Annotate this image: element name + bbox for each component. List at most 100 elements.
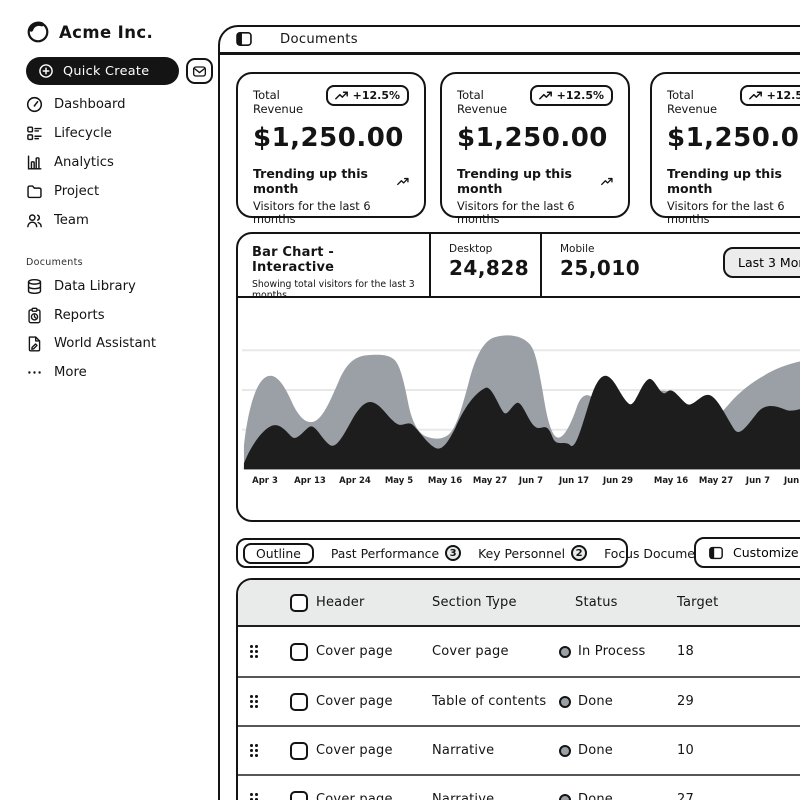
cell-target: 29 (677, 694, 694, 709)
table-row[interactable]: Cover page Cover page In Process 18 (238, 627, 800, 676)
quick-create-button[interactable]: Quick Create (26, 57, 179, 85)
x-axis-tick: Jun 7 (745, 476, 771, 486)
sidebar-item-data-library[interactable]: Data Library (26, 272, 156, 301)
cell-section-type: Cover page (432, 644, 509, 659)
bar-chart-icon (26, 154, 43, 171)
x-axis-tick: May 27 (472, 476, 508, 486)
select-all-checkbox[interactable] (290, 593, 308, 612)
panel-left-toggle-icon[interactable] (235, 30, 253, 48)
stat-card-trend: Trending up this month (667, 166, 782, 196)
column-header: Section Type (432, 595, 517, 610)
table-row[interactable]: Cover page Table of contents Done 29 (238, 676, 800, 725)
users-icon (26, 212, 43, 229)
sidebar-item-label: World Assistant (54, 336, 157, 352)
chart-header: Bar Chart - Interactive Showing total vi… (238, 234, 800, 301)
x-axis-tick: May 5 (384, 476, 414, 486)
sidebar-item-analytics[interactable]: Analytics (26, 148, 126, 177)
topbar: Documents (220, 27, 800, 55)
stat-card: Total Revenue +12.5% $1,250.00 Trending … (236, 72, 426, 226)
sidebar-item-dashboard[interactable]: Dashboard (26, 90, 126, 119)
clipboard-icon (26, 307, 43, 324)
sidebar-item-team[interactable]: Team (26, 206, 126, 235)
status-dot-icon (559, 793, 571, 800)
drag-handle-icon[interactable] (250, 792, 282, 800)
sidebar-item-reports[interactable]: Reports (26, 301, 156, 330)
trending-up-icon (601, 177, 613, 185)
brand-name: Acme Inc. (59, 22, 154, 42)
folder-icon (26, 183, 43, 200)
status-dot-icon (559, 744, 571, 757)
drag-handle-icon[interactable] (250, 644, 282, 658)
tab-outline[interactable]: Outline (243, 542, 314, 564)
row-checkbox[interactable] (290, 741, 308, 760)
quick-create-label: Quick Create (63, 63, 150, 79)
sidebar-item-lifecycle[interactable]: Lifecycle (26, 119, 126, 148)
status-dot-icon (559, 695, 571, 708)
cell-target: 18 (677, 644, 694, 659)
x-axis-tick: May 16 (427, 476, 463, 486)
column-header: Status (575, 595, 618, 610)
sidebar-item-world-assistant[interactable]: World Assistant (26, 329, 156, 358)
count-badge: 3 (445, 545, 462, 561)
sidebar-item-label: Data Library (54, 278, 136, 294)
tab-key-personnel[interactable]: Key Personnel 2 (478, 545, 588, 561)
stat-card-caption: Visitors for the last 6 months (667, 200, 785, 226)
stat-card-caption: Visitors for the last 6 months (457, 200, 575, 226)
stat-card-trend: Trending up this month (457, 166, 572, 196)
cell-header: Cover page (316, 694, 393, 709)
cell-target: 27 (677, 792, 694, 800)
brand: Acme Inc. (26, 20, 153, 44)
mail-icon (192, 64, 207, 79)
customize-columns-button[interactable]: Customize Columns (694, 537, 800, 568)
page-title: Documents (280, 31, 358, 47)
chart-card: Bar Chart - Interactive Showing total vi… (236, 232, 800, 522)
ellipsis-icon (26, 364, 43, 381)
x-axis-tick: Jun 29 (602, 476, 634, 486)
count-badge: 2 (571, 545, 588, 561)
x-axis-tick: Apr 13 (294, 476, 326, 486)
drag-handle-icon[interactable] (250, 694, 282, 708)
x-axis-tick: Jun 17 (783, 476, 800, 486)
sidebar-item-more[interactable]: More (26, 358, 156, 387)
table-header-row: Header Section Type Status Target (238, 580, 800, 627)
sidebar-item-label: Dashboard (54, 97, 126, 112)
sidebar-section-label: Documents (26, 257, 83, 268)
tab-past-performance[interactable]: Past Performance 3 (331, 545, 462, 561)
stat-card-value: $1,250.00 (253, 123, 404, 153)
tab-focus-documents[interactable]: Focus Documents (604, 545, 715, 561)
sidebar-item-project[interactable]: Project (26, 177, 126, 206)
row-checkbox[interactable] (290, 642, 308, 661)
cell-section-type: Table of contents (432, 694, 547, 709)
area-chart: Apr 3 Apr 13 Apr 24 May 5 May 16 May 27 … (238, 298, 800, 518)
stat-card-label: Total Revenue (667, 88, 718, 116)
sections-table: Header Section Type Status Target Cover … (236, 578, 800, 800)
table-row[interactable]: Cover page Narrative Done 10 (238, 725, 800, 774)
row-checkbox[interactable] (290, 790, 308, 800)
table-row[interactable]: Cover page Narrative Done 27 (238, 774, 800, 800)
stat-card: Total Revenue +12.5% $1,250.00 Trending … (440, 72, 630, 226)
cell-status: Done (559, 694, 677, 709)
cell-header: Cover page (316, 644, 393, 659)
stat-card-caption: Visitors for the last 6 months (253, 200, 371, 226)
sidebar-item-label: Reports (54, 307, 105, 323)
area-chart-canvas (241, 335, 800, 470)
chart-stat-mobile[interactable]: Mobile 25,010 (560, 243, 641, 280)
cell-status: In Process (559, 644, 677, 659)
trend-badge: +12.5% (529, 85, 613, 106)
cell-header: Cover page (316, 792, 393, 800)
inbox-button[interactable] (186, 58, 213, 84)
sidebar-item-label: More (54, 364, 87, 380)
chart-title: Bar Chart - Interactive (252, 245, 335, 275)
date-range-button[interactable]: Last 3 Months (723, 247, 800, 278)
row-checkbox[interactable] (290, 692, 308, 711)
chart-subtitle: Showing total visitors for the last 3 mo… (252, 279, 415, 301)
trending-up-icon (538, 91, 552, 100)
drag-handle-icon[interactable] (250, 743, 282, 757)
chart-stat-desktop[interactable]: Desktop 24,828 (431, 234, 542, 296)
cell-header: Cover page (316, 743, 393, 758)
plus-circle-icon (38, 63, 54, 79)
trending-up-icon (748, 91, 762, 100)
stat-card-value: $1,250.00 (667, 123, 800, 153)
x-axis-tick: Jun 17 (558, 476, 590, 486)
sidebar-item-label: Lifecycle (54, 126, 112, 141)
